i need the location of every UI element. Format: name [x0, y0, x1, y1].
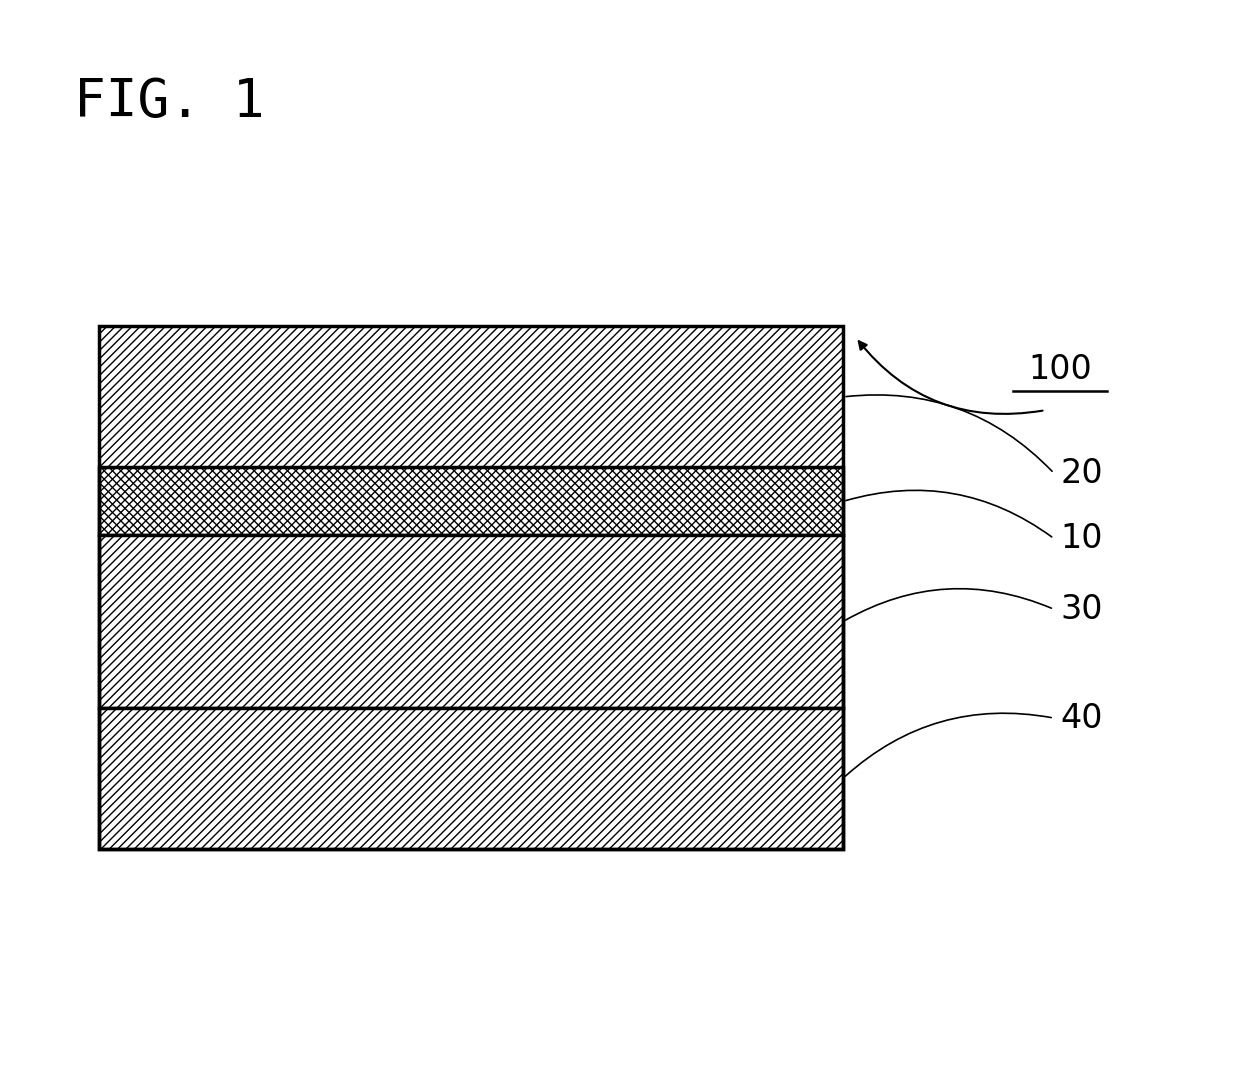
Text: 40: 40 — [1060, 702, 1102, 734]
Bar — [99, 326, 843, 468]
Bar — [99, 326, 843, 849]
Bar — [99, 468, 843, 535]
Bar — [99, 468, 843, 535]
Bar — [99, 707, 843, 849]
Text: 30: 30 — [1060, 593, 1102, 626]
Bar — [99, 535, 843, 707]
Text: 20: 20 — [1060, 457, 1102, 490]
Text: 100: 100 — [1028, 354, 1092, 386]
Text: FIG. 1: FIG. 1 — [74, 76, 265, 128]
Text: 10: 10 — [1060, 522, 1102, 555]
